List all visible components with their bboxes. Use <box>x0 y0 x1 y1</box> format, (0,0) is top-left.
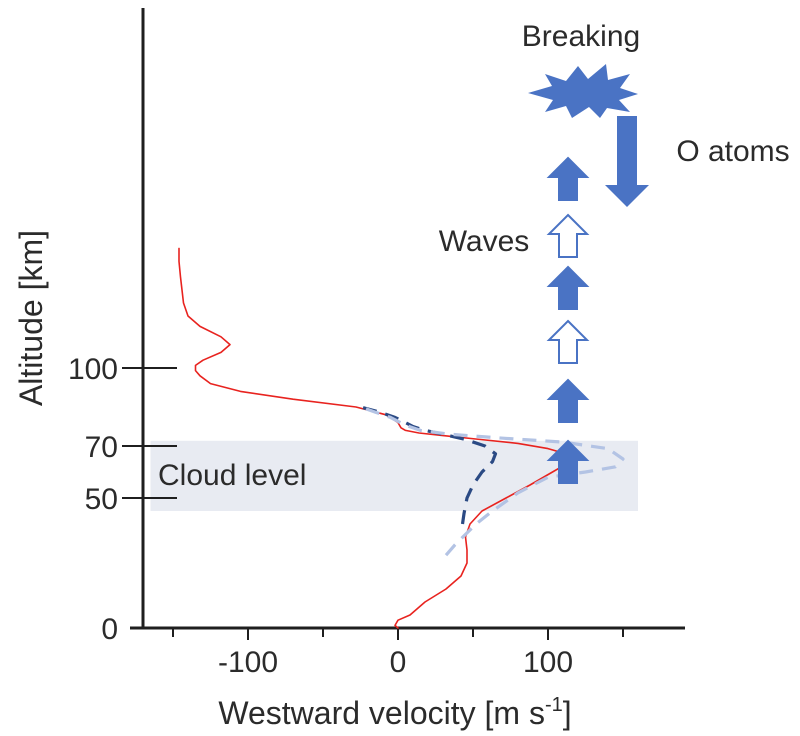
wave-up-arrow-outline-icon <box>546 319 590 364</box>
x-axis-title-main: Westward velocity [m s <box>218 695 545 731</box>
wave-up-arrow-filled-icon <box>546 439 590 484</box>
y-tick-label: 0 <box>101 613 118 646</box>
breaking-label: Breaking <box>522 20 640 53</box>
observed-wind-profile-dashed-line-1 <box>360 405 498 525</box>
waves-label: Waves <box>439 225 530 258</box>
series-group <box>178 247 625 629</box>
o-atoms-label: O atoms <box>676 135 789 168</box>
x-tick-label: 0 <box>390 646 407 679</box>
y-tick-group: 0 50 70 100 <box>68 353 177 646</box>
y-tick-label: 100 <box>68 353 118 386</box>
model-wind-profile-line <box>178 247 572 629</box>
wave-up-arrow-filled-icon <box>546 265 590 310</box>
wave-up-arrow-filled-icon <box>546 156 590 201</box>
x-axis-title-end: ] <box>563 695 572 731</box>
observed-wind-profile-dashed-line-2 <box>359 405 625 557</box>
x-tick-group: -100 0 100 <box>172 628 624 679</box>
y-tick-label: 50 <box>85 483 118 516</box>
y-tick-label: 70 <box>85 431 118 464</box>
breaking-burst-icon <box>528 64 638 118</box>
x-tick-label: -100 <box>218 646 278 679</box>
wave-up-arrow-outline-icon <box>546 213 590 258</box>
x-tick-label: 100 <box>523 646 573 679</box>
o-atoms-down-arrow-icon <box>605 116 649 207</box>
x-axis-title-sup: -1 <box>545 694 563 716</box>
x-axis-title: Westward velocity [m s-1] <box>218 694 571 731</box>
y-axis-title: Altitude [km] <box>13 230 49 406</box>
cloud-level-label: Cloud level <box>158 459 306 492</box>
wave-arrow-group <box>546 156 590 484</box>
wave-up-arrow-filled-icon <box>546 378 590 423</box>
